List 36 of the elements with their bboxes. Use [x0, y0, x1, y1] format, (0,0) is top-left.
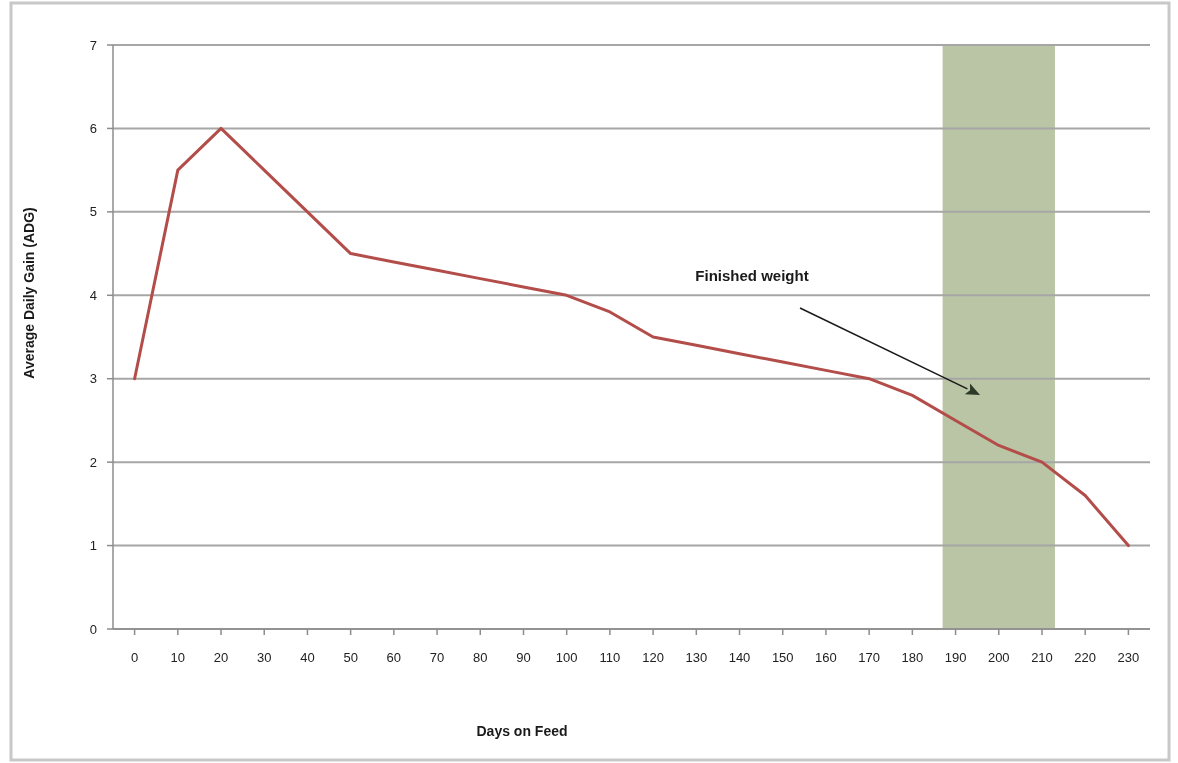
x-tick-label: 130: [685, 650, 708, 665]
y-tick-label: 6: [89, 120, 97, 136]
x-axis-title: Days on Feed: [476, 723, 568, 739]
y-tick-label: 0: [89, 621, 97, 637]
x-tick-label: 70: [429, 650, 445, 665]
y-tick-label: 2: [89, 454, 97, 470]
x-tick-label: 170: [858, 650, 880, 665]
x-tick-label: 150: [771, 650, 794, 665]
x-tick-label: 110: [599, 650, 621, 665]
y-tick-label: 1: [89, 538, 97, 554]
x-tick-label: 30: [256, 650, 272, 665]
x-tick-label: 180: [901, 650, 924, 665]
line-series: [133, 126, 1130, 548]
y-tick-label: 5: [89, 204, 97, 220]
y-tick-label: 3: [89, 371, 97, 387]
x-tick-label: 80: [473, 650, 488, 665]
annotation: Finished weight: [695, 267, 809, 284]
x-tick-label: 60: [386, 650, 402, 665]
x-tick-label: 160: [815, 650, 837, 665]
x-tick-label: 220: [1074, 650, 1097, 665]
x-tick-label: 190: [944, 650, 967, 665]
y-axis-title: Average Daily Gain (ADG): [21, 207, 37, 379]
x-tick-label: 40: [300, 650, 315, 665]
x-tick-label: 200: [987, 650, 1010, 665]
x-tick-label: 10: [170, 650, 186, 665]
x-tick-label: 210: [1031, 650, 1053, 665]
x-tick-label: 230: [1117, 650, 1140, 665]
x-tick-label: 120: [642, 650, 664, 665]
x-tick-label: 20: [213, 650, 229, 665]
x-tick-label: 50: [343, 650, 358, 665]
y-tick-label: 4: [89, 287, 97, 303]
x-tick-label: 90: [516, 650, 531, 665]
x-tick-label: 0: [130, 650, 139, 665]
x-tick-label: 140: [728, 650, 751, 665]
x-tick-label: 100: [555, 650, 578, 665]
y-tick-label: 7: [89, 37, 97, 53]
